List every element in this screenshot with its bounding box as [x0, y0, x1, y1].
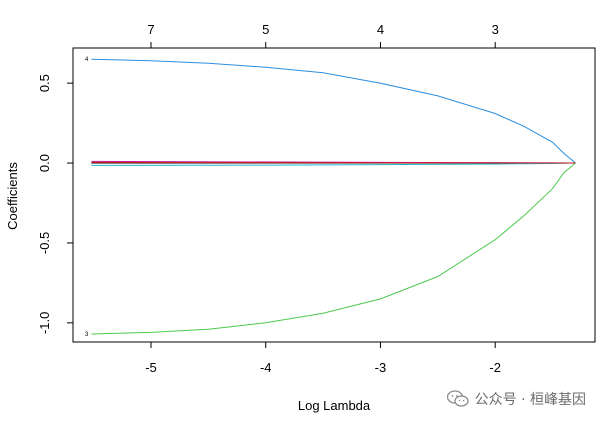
x-axis-title: Log Lambda — [298, 398, 371, 413]
x-tick-label: -2 — [489, 360, 501, 375]
series-line-2 — [91, 162, 576, 335]
y-tick-label: -0.5 — [37, 232, 52, 254]
series-line-6 — [91, 161, 576, 164]
x-tick-label: -4 — [260, 360, 272, 375]
y-tick-label: -1.0 — [37, 312, 52, 334]
y-tick-label: 0.5 — [37, 74, 52, 92]
y-axis-title: Coefficients — [5, 162, 20, 230]
top-tick-label: 5 — [262, 22, 269, 37]
series-layer: 43 — [85, 57, 576, 338]
watermark-text: 公众号 · 桓峰基因 — [474, 392, 586, 408]
axis-layer: -5 -4 -3 -2 7 5 4 3 -1.0 -0.5 0.0 0.5 — [37, 22, 501, 375]
x-tick-label: -3 — [375, 360, 387, 375]
y-tick-label: 0.0 — [37, 154, 52, 172]
top-tick-label: 3 — [492, 22, 499, 37]
series-label-1: 4 — [85, 57, 89, 63]
plot-frame — [72, 47, 596, 343]
series-label-2: 3 — [85, 332, 89, 338]
wechat-icon — [446, 390, 469, 407]
x-tick-label: -5 — [145, 360, 157, 375]
top-tick-label: 4 — [377, 22, 384, 37]
top-tick-label: 7 — [147, 22, 154, 37]
series-line-1 — [91, 58, 576, 164]
watermark: 公众号 · 桓峰基因 — [446, 389, 586, 409]
